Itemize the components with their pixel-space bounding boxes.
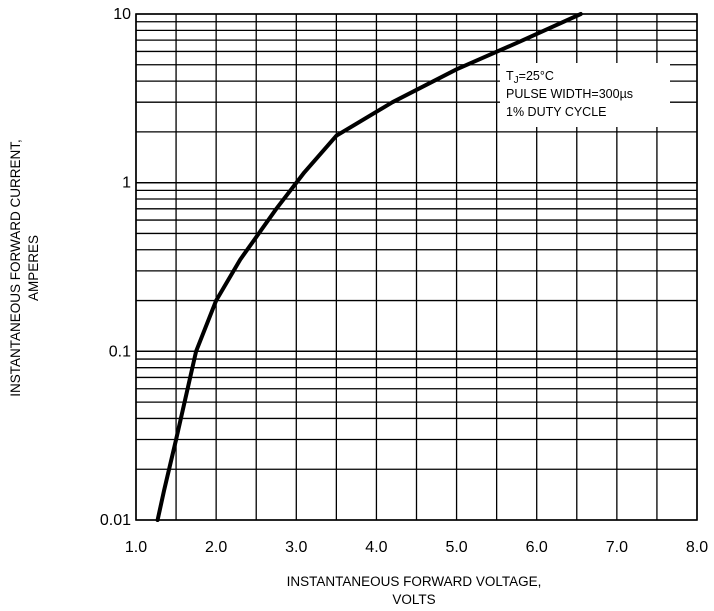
annotation-duty-cycle: 1% DUTY CYCLE bbox=[506, 105, 607, 119]
series-line bbox=[155, 12, 583, 522]
y-axis-title-line-2: AMPERES bbox=[26, 235, 41, 301]
plot-frame bbox=[135, 13, 698, 521]
x-tick-label: 2.0 bbox=[205, 539, 227, 556]
x-tick-label: 1.0 bbox=[125, 539, 147, 556]
x-axis-ticks: 1.0 2.0 3.0 4.0 5.0 6.0 7.0 8.0 bbox=[125, 539, 708, 556]
annotation-tj-t: T bbox=[506, 69, 514, 83]
y-tick-label: 10 bbox=[113, 6, 131, 23]
conditions-annotation: TJ=25°C PULSE WIDTH=300µs 1% DUTY CYCLE bbox=[500, 63, 670, 127]
x-tick-label: 3.0 bbox=[285, 539, 307, 556]
x-tick-label: 8.0 bbox=[686, 539, 708, 556]
y-tick-label: 1 bbox=[122, 175, 131, 192]
y-axis-title-line-1: INSTANTANEOUS FORWARD CURRENT, bbox=[8, 139, 23, 397]
x-tick-label: 6.0 bbox=[526, 539, 548, 556]
annotation-tj-value: =25°C bbox=[519, 69, 554, 83]
annotation-tj: TJ=25°C bbox=[506, 69, 554, 86]
x-tick-label: 7.0 bbox=[606, 539, 628, 556]
annotation-pulse-width: PULSE WIDTH=300µs bbox=[506, 87, 633, 101]
x-tick-label: 5.0 bbox=[445, 539, 467, 556]
y-axis-title: INSTANTANEOUS FORWARD CURRENT, AMPERES bbox=[8, 139, 41, 397]
y-tick-label: 0.01 bbox=[100, 512, 131, 529]
y-tick-label: 0.1 bbox=[109, 343, 131, 360]
x-axis-title-line-2: VOLTS bbox=[392, 592, 435, 607]
x-axis-title-line-1: INSTANTANEOUS FORWARD VOLTAGE, bbox=[287, 574, 542, 589]
annotation-tj-subscript: J bbox=[514, 75, 519, 86]
x-tick-label: 4.0 bbox=[365, 539, 387, 556]
x-axis-title: INSTANTANEOUS FORWARD VOLTAGE, VOLTS bbox=[287, 574, 542, 607]
annotation-box bbox=[500, 63, 670, 127]
y-axis-ticks: 0.01 0.1 1 10 bbox=[100, 6, 131, 529]
